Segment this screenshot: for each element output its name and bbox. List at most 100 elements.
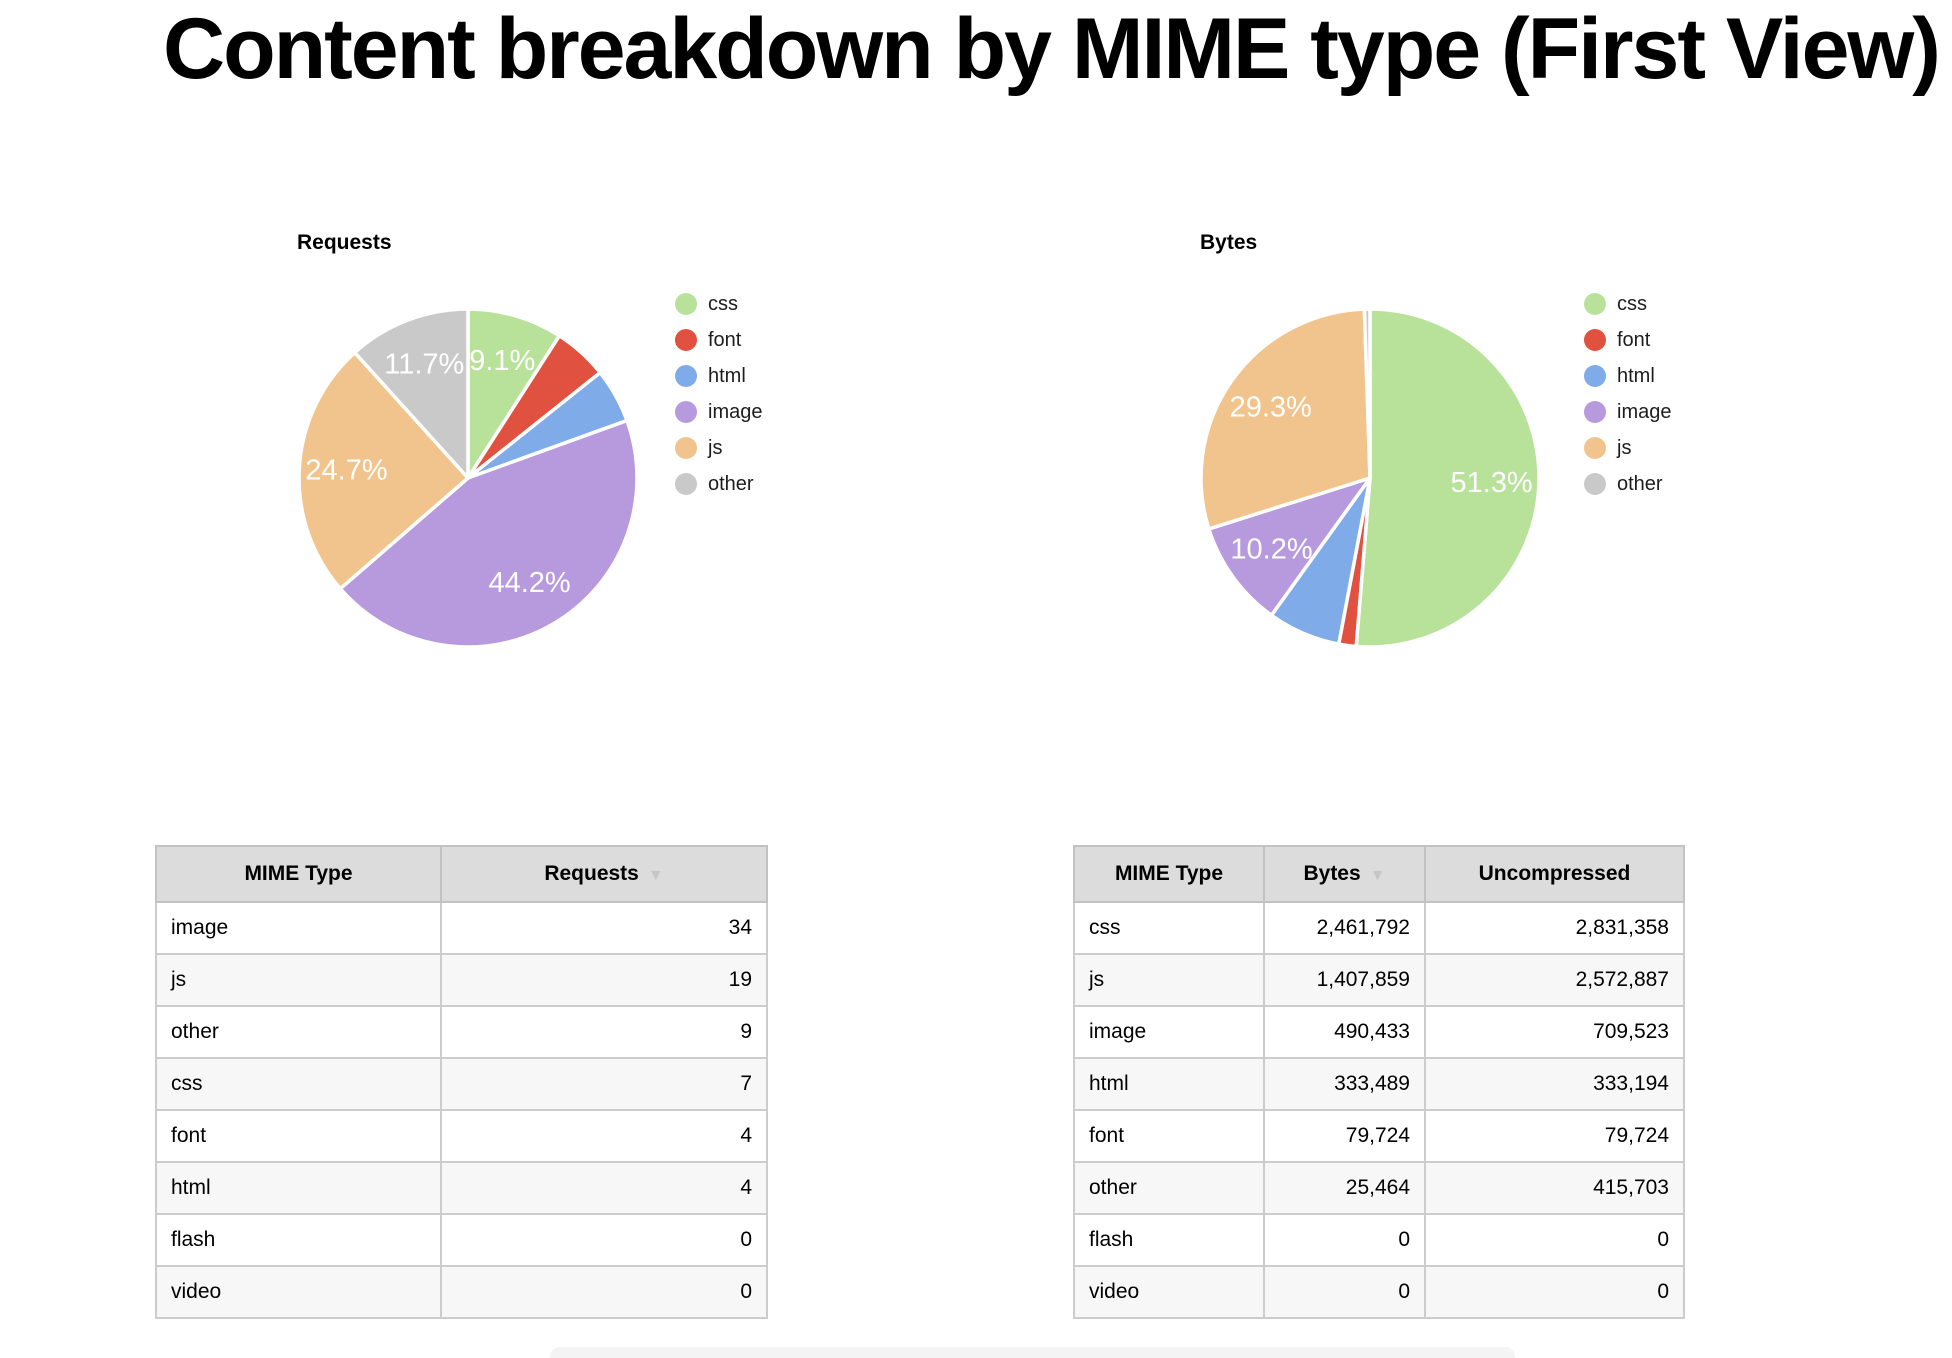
table-row-other: other 25,464 415,703 bbox=[1073, 1161, 1685, 1215]
table-row-image: image 490,433 709,523 bbox=[1073, 1005, 1685, 1059]
value-cell: 0 bbox=[440, 1213, 768, 1267]
legend-label-js: js bbox=[1617, 437, 1632, 459]
legend-item-css: css bbox=[1584, 293, 1671, 315]
column-header-mime-type[interactable]: MIME Type bbox=[155, 845, 442, 903]
mime-type-cell: font bbox=[1073, 1109, 1265, 1163]
value-cell: 9 bbox=[440, 1005, 768, 1059]
legend-label-font: font bbox=[1617, 329, 1651, 351]
table-header-row: MIME Type Bytes ▼ Uncompressed bbox=[1073, 845, 1685, 903]
legend-label-other: other bbox=[1617, 473, 1663, 495]
legend-label-html: html bbox=[1617, 365, 1655, 387]
value-cell: 0 bbox=[1263, 1213, 1426, 1267]
pie-slice-css[interactable] bbox=[466, 307, 562, 480]
value-cell: 0 bbox=[1424, 1213, 1685, 1267]
sort-descending-icon: ▼ bbox=[1369, 867, 1386, 884]
mime-type-cell: other bbox=[155, 1005, 442, 1059]
mime-type-cell: flash bbox=[1073, 1213, 1265, 1267]
table-row-font: font 79,724 79,724 bbox=[1073, 1109, 1685, 1163]
legend-swatch-css bbox=[675, 293, 697, 315]
pie-slice-label-js: 24.7% bbox=[305, 455, 387, 487]
pie-slice-label-image: 44.2% bbox=[488, 567, 570, 599]
table-header-row: MIME Type Requests ▼ bbox=[155, 845, 768, 903]
value-cell: 7 bbox=[440, 1057, 768, 1111]
pie-slice-label-js: 29.3% bbox=[1230, 392, 1312, 424]
column-header-requests[interactable]: Requests ▼ bbox=[440, 845, 768, 903]
bottom-panel-edge bbox=[550, 1347, 1515, 1358]
value-cell: 25,464 bbox=[1263, 1161, 1426, 1215]
pie-slice-other[interactable] bbox=[353, 307, 470, 480]
legend-label-css: css bbox=[1617, 293, 1647, 315]
table-row-css: css 2,461,792 2,831,358 bbox=[1073, 901, 1685, 955]
value-cell: 1,407,859 bbox=[1263, 953, 1426, 1007]
legend-swatch-image bbox=[1584, 401, 1606, 423]
pie-slice-js[interactable] bbox=[1199, 307, 1372, 531]
pie-slice-other[interactable] bbox=[1362, 307, 1372, 480]
pie-slice-label-image: 10.2% bbox=[1230, 533, 1312, 565]
column-header-uncompressed[interactable]: Uncompressed bbox=[1424, 845, 1685, 903]
page-title: Content breakdown by MIME type (First Vi… bbox=[163, 1, 1941, 97]
mime-type-cell: video bbox=[155, 1265, 442, 1319]
value-cell: 2,461,792 bbox=[1263, 901, 1426, 955]
mime-type-cell: html bbox=[155, 1161, 442, 1215]
legend-item-css: css bbox=[675, 293, 762, 315]
legend-label-html: html bbox=[708, 365, 746, 387]
pie-slice-label-css: 9.1% bbox=[469, 345, 535, 377]
requests-table: MIME Type Requests ▼ image 34 js 19 other 9 css 7 f… bbox=[155, 845, 768, 1319]
requests-chart-title: Requests bbox=[297, 231, 392, 254]
table-row-css: css 7 bbox=[155, 1057, 768, 1111]
mime-type-cell: js bbox=[155, 953, 442, 1007]
legend-item-font: font bbox=[675, 329, 762, 351]
legend-swatch-js bbox=[1584, 437, 1606, 459]
pie-slice-image[interactable] bbox=[1207, 476, 1372, 618]
legend-swatch-html bbox=[675, 365, 697, 387]
value-cell: 0 bbox=[1263, 1265, 1426, 1319]
value-cell: 0 bbox=[440, 1265, 768, 1319]
column-header-label: Bytes bbox=[1303, 862, 1361, 885]
mime-type-cell: video bbox=[1073, 1265, 1265, 1319]
value-cell: 79,724 bbox=[1424, 1109, 1685, 1163]
value-cell: 0 bbox=[1424, 1265, 1685, 1319]
legend-item-image: image bbox=[675, 401, 762, 423]
pie-slice-image[interactable] bbox=[338, 418, 639, 649]
pie-slice-label-other: 11.7% bbox=[384, 348, 464, 380]
mime-type-cell: image bbox=[155, 901, 442, 955]
legend-label-other: other bbox=[708, 473, 754, 495]
legend-item-image: image bbox=[1584, 401, 1671, 423]
legend-item-js: js bbox=[675, 437, 762, 459]
value-cell: 2,572,887 bbox=[1424, 953, 1685, 1007]
bytes-table: MIME Type Bytes ▼ Uncompressed css 2,461,792 2… bbox=[1073, 845, 1685, 1319]
column-header-bytes[interactable]: Bytes ▼ bbox=[1263, 845, 1426, 903]
mime-type-cell: image bbox=[1073, 1005, 1265, 1059]
legend-swatch-font bbox=[675, 329, 697, 351]
legend-label-image: image bbox=[1617, 401, 1672, 423]
value-cell: 79,724 bbox=[1263, 1109, 1426, 1163]
value-cell: 709,523 bbox=[1424, 1005, 1685, 1059]
mime-type-cell: css bbox=[155, 1057, 442, 1111]
legend-swatch-image bbox=[675, 401, 697, 423]
column-header-mime-type[interactable]: MIME Type bbox=[1073, 845, 1265, 903]
value-cell: 19 bbox=[440, 953, 768, 1007]
table-row-flash: flash 0 0 bbox=[1073, 1213, 1685, 1267]
pie-slice-label-css: 51.3% bbox=[1450, 467, 1532, 499]
mime-type-cell: css bbox=[1073, 901, 1265, 955]
table-row-other: other 9 bbox=[155, 1005, 768, 1059]
legend-swatch-other bbox=[675, 473, 697, 495]
legend-swatch-font bbox=[1584, 329, 1606, 351]
column-header-label: MIME Type bbox=[1114, 862, 1224, 885]
value-cell: 4 bbox=[440, 1161, 768, 1215]
mime-type-cell: js bbox=[1073, 953, 1265, 1007]
pie-slice-css[interactable] bbox=[1354, 307, 1541, 649]
column-header-label: Uncompressed bbox=[1478, 862, 1631, 885]
mime-type-cell: html bbox=[1073, 1057, 1265, 1111]
requests-legend: css font html image js other bbox=[675, 293, 762, 495]
legend-label-font: font bbox=[708, 329, 742, 351]
legend-swatch-js bbox=[675, 437, 697, 459]
legend-label-js: js bbox=[708, 437, 723, 459]
table-row-image: image 34 bbox=[155, 901, 768, 955]
value-cell: 415,703 bbox=[1424, 1161, 1685, 1215]
pie-slice-js[interactable] bbox=[297, 350, 470, 591]
legend-item-other: other bbox=[1584, 473, 1671, 495]
sort-descending-icon: ▼ bbox=[647, 867, 664, 884]
bytes-legend: css font html image js other bbox=[1584, 293, 1671, 495]
value-cell: 34 bbox=[440, 901, 768, 955]
